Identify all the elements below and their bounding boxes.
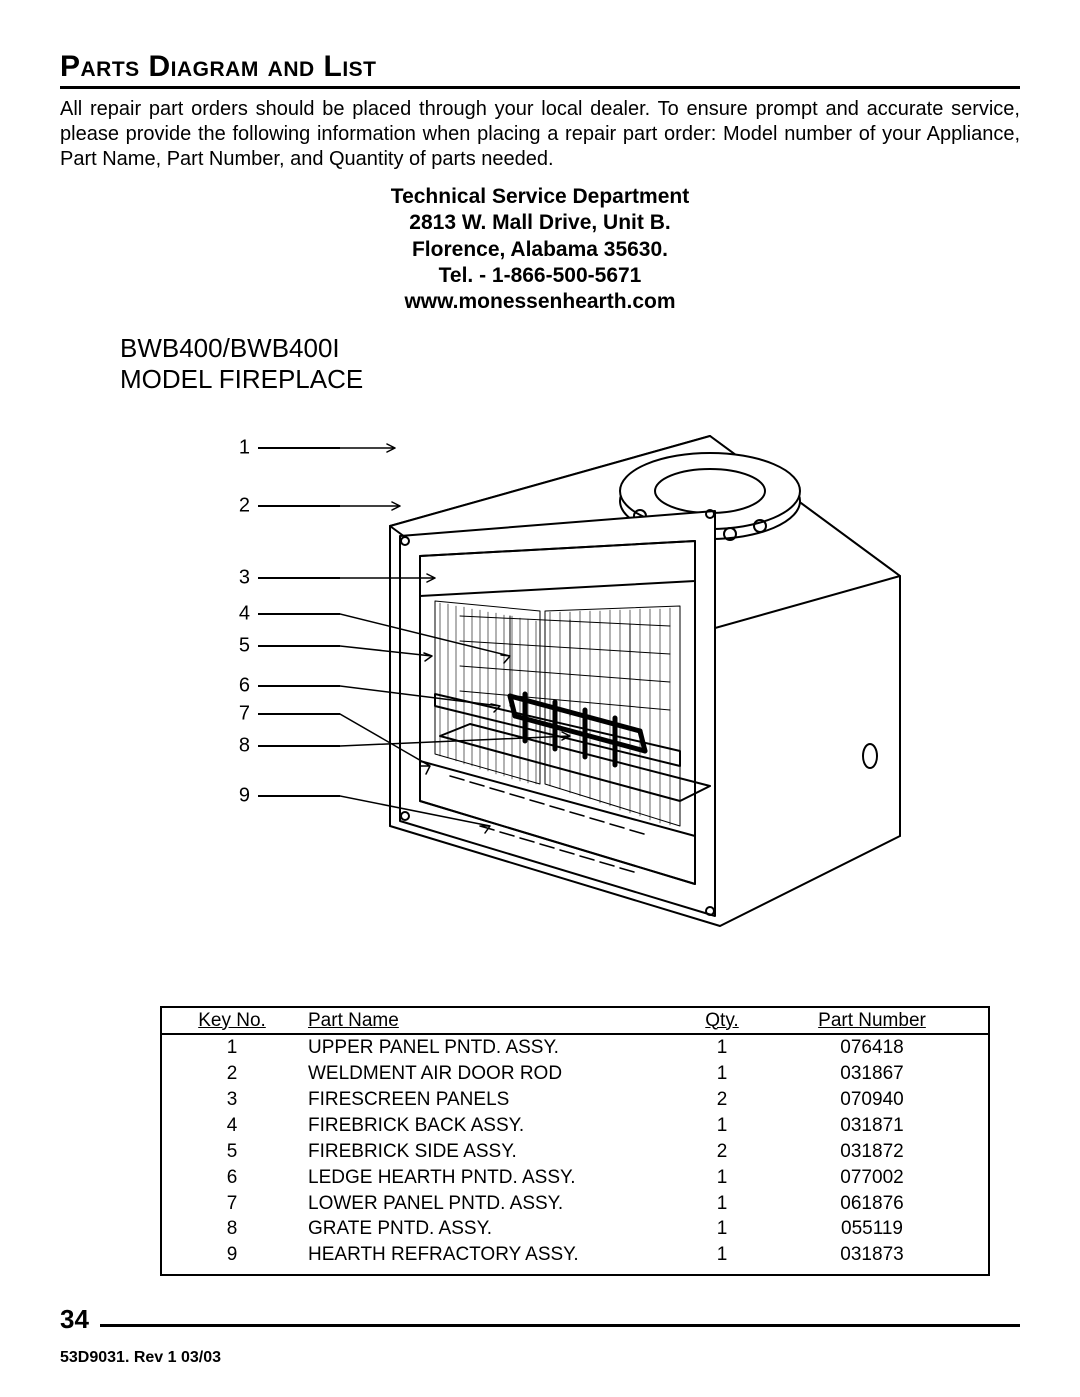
- service-addr2: Florence, Alabama 35630.: [60, 237, 1020, 263]
- callout-number: 7: [230, 702, 250, 725]
- callout-number: 6: [230, 674, 250, 697]
- cell-qty: 1: [672, 1216, 772, 1242]
- cell-name: FIREBRICK BACK ASSY.: [302, 1113, 672, 1139]
- col-qty: Qty.: [672, 1008, 772, 1034]
- cell-key: 4: [162, 1113, 302, 1139]
- cell-qty: 2: [672, 1087, 772, 1113]
- document-revision: 53D9031. Rev 1 03/03: [60, 1349, 221, 1367]
- cell-key: 7: [162, 1191, 302, 1217]
- parts-table-header: Key No. Part Name Qty. Part Number: [162, 1008, 988, 1036]
- cell-qty: 1: [672, 1035, 772, 1061]
- cell-pn: 031873: [772, 1242, 972, 1268]
- cell-pn: 061876: [772, 1191, 972, 1217]
- cell-pn: 055119: [772, 1216, 972, 1242]
- service-dept: Technical Service Department: [60, 184, 1020, 210]
- model-title-line2: MODEL FIREPLACE: [120, 364, 1020, 395]
- table-row: 8GRATE PNTD. ASSY.1055119: [162, 1216, 988, 1242]
- cell-pn: 077002: [772, 1165, 972, 1191]
- callout-leader-line: [258, 713, 340, 715]
- cell-qty: 1: [672, 1113, 772, 1139]
- cell-pn: 076418: [772, 1035, 972, 1061]
- parts-table: Key No. Part Name Qty. Part Number 1UPPE…: [160, 1006, 990, 1276]
- callout-leader-line: [258, 685, 340, 687]
- cell-name: FIREBRICK SIDE ASSY.: [302, 1139, 672, 1165]
- cell-name: FIRESCREEN PANELS: [302, 1087, 672, 1113]
- cell-qty: 1: [672, 1061, 772, 1087]
- callout-number: 2: [230, 494, 250, 517]
- cell-qty: 2: [672, 1139, 772, 1165]
- model-title: BWB400/BWB400I MODEL FIREPLACE: [120, 333, 1020, 395]
- fireplace-drawing: [340, 406, 940, 966]
- page-number: 34: [60, 1304, 89, 1335]
- cell-key: 3: [162, 1087, 302, 1113]
- cell-name: LOWER PANEL PNTD. ASSY.: [302, 1191, 672, 1217]
- table-row: 5FIREBRICK SIDE ASSY.2031872: [162, 1139, 988, 1165]
- cell-name: UPPER PANEL PNTD. ASSY.: [302, 1035, 672, 1061]
- model-title-line1: BWB400/BWB400I: [120, 333, 1020, 364]
- callout-number: 4: [230, 602, 250, 625]
- table-row: 7LOWER PANEL PNTD. ASSY.1061876: [162, 1191, 988, 1217]
- callout-leader-line: [258, 577, 340, 579]
- parts-table-body: 1UPPER PANEL PNTD. ASSY.10764182WELDMENT…: [162, 1035, 988, 1274]
- footer-rule: [100, 1324, 1020, 1327]
- callout-number: 1: [230, 436, 250, 459]
- callout-leader-line: [258, 745, 340, 747]
- cell-pn: 070940: [772, 1087, 972, 1113]
- callout-leader-line: [258, 505, 340, 507]
- col-key: Key No.: [162, 1008, 302, 1034]
- callout-number: 3: [230, 566, 250, 589]
- cell-pn: 031867: [772, 1061, 972, 1087]
- callout-leader-line: [258, 645, 340, 647]
- cell-qty: 1: [672, 1191, 772, 1217]
- col-name: Part Name: [302, 1008, 672, 1034]
- cell-qty: 1: [672, 1165, 772, 1191]
- table-row: 4FIREBRICK BACK ASSY.1031871: [162, 1113, 988, 1139]
- service-url: www.monessenhearth.com: [60, 289, 1020, 315]
- col-pn: Part Number: [772, 1008, 972, 1034]
- callout-number: 5: [230, 634, 250, 657]
- cell-key: 8: [162, 1216, 302, 1242]
- service-tel: Tel. - 1-866-500-5671: [60, 263, 1020, 289]
- callout-number: 9: [230, 784, 250, 807]
- cell-key: 9: [162, 1242, 302, 1268]
- table-row: 9HEARTH REFRACTORY ASSY.1031873: [162, 1242, 988, 1268]
- callout-number: 8: [230, 734, 250, 757]
- manual-page: Parts Diagram and List All repair part o…: [0, 0, 1080, 1397]
- parts-diagram: 1 2 3 4 5 6 7 8 9: [90, 406, 990, 966]
- cell-name: HEARTH REFRACTORY ASSY.: [302, 1242, 672, 1268]
- table-row: 1UPPER PANEL PNTD. ASSY.1076418: [162, 1035, 988, 1061]
- callout-leader-line: [258, 613, 340, 615]
- service-contact-block: Technical Service Department 2813 W. Mal…: [60, 184, 1020, 315]
- service-addr1: 2813 W. Mall Drive, Unit B.: [60, 210, 1020, 236]
- cell-key: 1: [162, 1035, 302, 1061]
- cell-key: 2: [162, 1061, 302, 1087]
- cell-pn: 031872: [772, 1139, 972, 1165]
- callout-leader-line: [258, 447, 340, 449]
- table-row: 3FIRESCREEN PANELS2070940: [162, 1087, 988, 1113]
- cell-key: 5: [162, 1139, 302, 1165]
- cell-qty: 1: [672, 1242, 772, 1268]
- cell-name: WELDMENT AIR DOOR ROD: [302, 1061, 672, 1087]
- cell-name: LEDGE HEARTH PNTD. ASSY.: [302, 1165, 672, 1191]
- cell-name: GRATE PNTD. ASSY.: [302, 1216, 672, 1242]
- table-row: 6LEDGE HEARTH PNTD. ASSY.1077002: [162, 1165, 988, 1191]
- cell-key: 6: [162, 1165, 302, 1191]
- cell-pn: 031871: [772, 1113, 972, 1139]
- callout-leader-line: [258, 795, 340, 797]
- section-title: Parts Diagram and List: [60, 50, 1020, 89]
- table-row: 2WELDMENT AIR DOOR ROD1031867: [162, 1061, 988, 1087]
- intro-paragraph: All repair part orders should be placed …: [60, 97, 1020, 172]
